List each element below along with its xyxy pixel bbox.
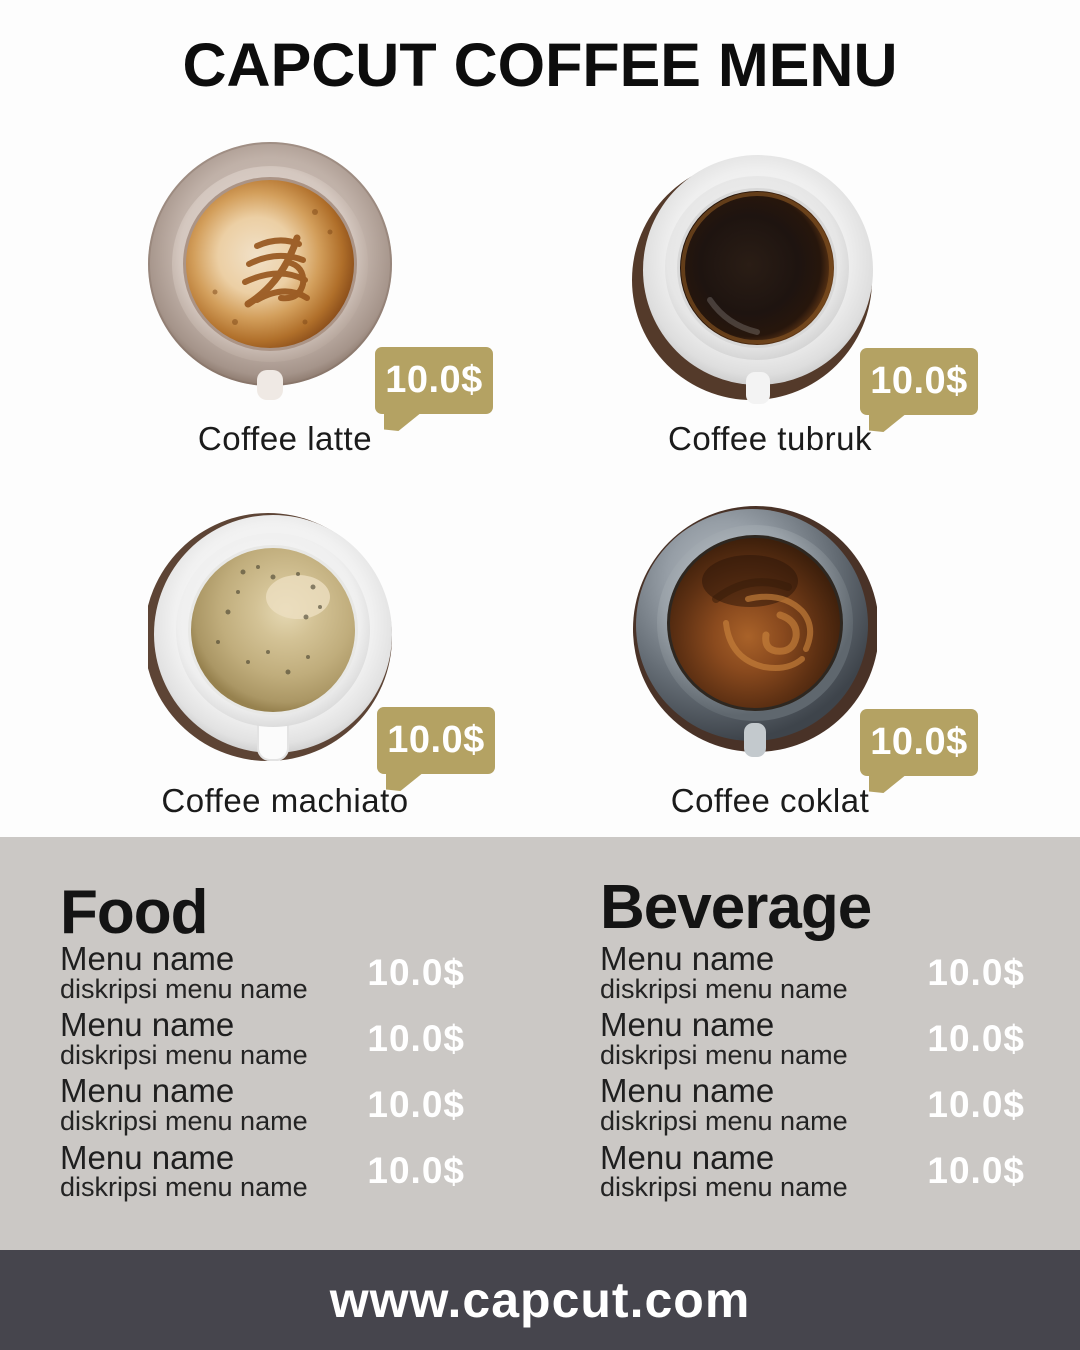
beverage-menu-item: Menu name diskripsi menu name 10.0$ bbox=[600, 942, 1025, 1003]
menu-item-name: Menu name bbox=[60, 1006, 235, 1044]
menu-item-description: diskripsi menu name bbox=[60, 1106, 308, 1137]
food-menu-item: Menu name diskripsi menu name 10.0$ bbox=[60, 1008, 465, 1069]
beverage-menu-item: Menu name diskripsi menu name 10.0$ bbox=[600, 1008, 1025, 1069]
footer-bar: www.capcut.com bbox=[0, 1250, 1080, 1350]
menu-item-price: 10.0$ bbox=[367, 1150, 465, 1192]
menu-item-description: diskripsi menu name bbox=[60, 1039, 308, 1070]
food-item-text: Menu name diskripsi menu name bbox=[60, 1074, 308, 1135]
product-label-machiato: Coffee machiato bbox=[161, 782, 409, 819]
menu-item-description: diskripsi menu name bbox=[60, 1172, 308, 1203]
product-label-coklat: Coffee coklat bbox=[670, 782, 870, 819]
beverage-item-text: Menu name diskripsi menu name bbox=[600, 1074, 848, 1135]
menu-item-description: diskripsi menu name bbox=[60, 973, 308, 1004]
menu-panel: Food Beverage Menu name diskripsi menu n… bbox=[0, 837, 1080, 1250]
menu-item-name: Menu name bbox=[60, 1072, 235, 1110]
coffee-tubruk-image bbox=[632, 150, 877, 411]
price-tag-latte: 10.0$ bbox=[375, 347, 493, 414]
food-menu-item: Menu name diskripsi menu name 10.0$ bbox=[60, 1074, 465, 1135]
price-tag-machiato-value: 10.0$ bbox=[387, 719, 485, 761]
menu-item-price: 10.0$ bbox=[927, 1017, 1025, 1059]
website-url: www.capcut.com bbox=[329, 1272, 751, 1328]
coffee-latte-image bbox=[145, 142, 395, 409]
beverage-item-text: Menu name diskripsi menu name bbox=[600, 1138, 848, 1203]
coffee-machiato-illustration bbox=[144, 513, 392, 761]
page-title: CAPCUT COFFEE MENU bbox=[182, 31, 898, 99]
food-item-text: Menu name diskripsi menu name bbox=[60, 1138, 308, 1203]
menu-item-price: 10.0$ bbox=[927, 1150, 1025, 1192]
menu-item-name: Menu name bbox=[600, 1138, 775, 1176]
menu-item-description: diskripsi menu name bbox=[600, 1039, 848, 1070]
beverage-item-text: Menu name diskripsi menu name bbox=[600, 942, 848, 1003]
coffee-machiato-image bbox=[144, 512, 395, 775]
price-tag-tubruk: 10.0$ bbox=[860, 348, 978, 415]
price-tag-machiato: 10.0$ bbox=[377, 707, 495, 774]
menu-item-price: 10.0$ bbox=[367, 951, 465, 993]
food-section-heading: Food bbox=[60, 878, 208, 947]
menu-item-description: diskripsi menu name bbox=[600, 1106, 848, 1137]
menu-item-name: Menu name bbox=[60, 1138, 235, 1176]
beverage-section-heading: Beverage bbox=[600, 873, 872, 942]
coffee-coklat-illustration bbox=[633, 506, 879, 757]
menu-item-name: Menu name bbox=[600, 1006, 775, 1044]
menu-item-price: 10.0$ bbox=[367, 1017, 465, 1059]
beverage-menu-list: Menu name diskripsi menu name 10.0$ Menu… bbox=[600, 942, 1025, 1207]
product-label-latte: Coffee latte bbox=[197, 420, 373, 457]
menu-item-description: diskripsi menu name bbox=[600, 1172, 848, 1203]
beverage-menu-item: Menu name diskripsi menu name 10.0$ bbox=[600, 1074, 1025, 1135]
price-tag-latte-value: 10.0$ bbox=[385, 359, 483, 401]
coffee-latte-illustration bbox=[148, 142, 392, 400]
price-tag-coklat-value: 10.0$ bbox=[870, 721, 968, 763]
beverage-item-text: Menu name diskripsi menu name bbox=[600, 1008, 848, 1069]
product-label-tubruk: Coffee tubruk bbox=[667, 420, 873, 457]
menu-item-name: Menu name bbox=[600, 940, 775, 977]
food-item-text: Menu name diskripsi menu name bbox=[60, 942, 308, 1003]
food-menu-list: Menu name diskripsi menu name 10.0$ Menu… bbox=[60, 942, 465, 1207]
food-menu-item: Menu name diskripsi menu name 10.0$ bbox=[60, 942, 465, 1003]
price-tag-coklat: 10.0$ bbox=[860, 709, 978, 776]
beverage-menu-item: Menu name diskripsi menu name 10.0$ bbox=[600, 1138, 1025, 1203]
price-tag-tubruk-value: 10.0$ bbox=[870, 360, 968, 402]
menu-item-price: 10.0$ bbox=[367, 1083, 465, 1125]
menu-item-name: Menu name bbox=[60, 940, 235, 977]
coffee-coklat-image bbox=[630, 503, 879, 766]
food-menu-item: Menu name diskripsi menu name 10.0$ bbox=[60, 1138, 465, 1203]
coffee-tubruk-illustration bbox=[632, 155, 873, 404]
menu-item-name: Menu name bbox=[600, 1072, 775, 1110]
menu-item-description: diskripsi menu name bbox=[600, 973, 848, 1004]
menu-item-price: 10.0$ bbox=[927, 951, 1025, 993]
menu-item-price: 10.0$ bbox=[927, 1083, 1025, 1125]
food-item-text: Menu name diskripsi menu name bbox=[60, 1008, 308, 1069]
